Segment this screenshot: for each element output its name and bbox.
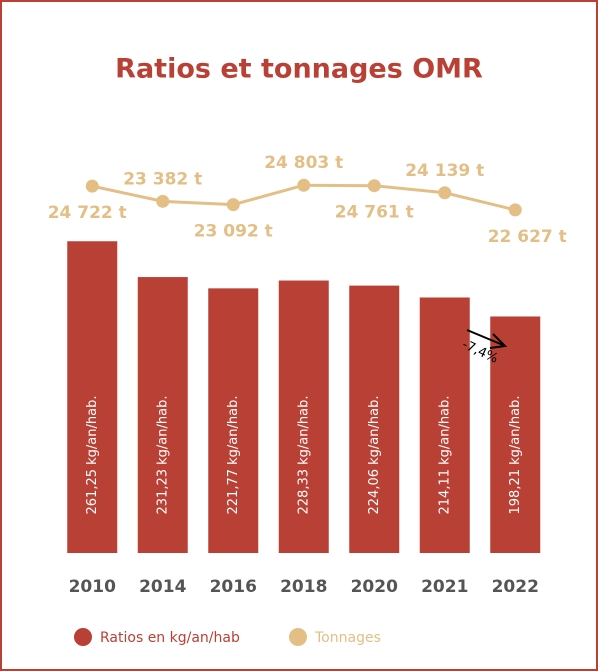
bar	[278, 280, 329, 553]
tonnage-label: 23 092 t	[194, 222, 273, 242]
chart-title: Ratios et tonnages OMR	[115, 54, 483, 85]
tonnage-label: 24 722 t	[48, 203, 127, 223]
x-tick-label: 2016	[210, 577, 257, 597]
bar-label: 198,21 kg/an/hab.	[508, 396, 523, 515]
bar	[490, 316, 541, 553]
x-tick-label: 2018	[280, 577, 327, 597]
tonnage-point	[156, 194, 170, 208]
bar-label: 261,25 kg/an/hab.	[85, 396, 100, 515]
tonnage-point	[438, 186, 452, 200]
bar-label: 224,06 kg/an/hab.	[367, 396, 382, 515]
bar	[349, 285, 400, 553]
x-tick-label: 2022	[492, 577, 539, 597]
legend-label: Ratios en kg/an/hab	[100, 630, 240, 646]
legend-label: Tonnages	[314, 630, 381, 646]
annotation-arrowhead	[489, 333, 508, 349]
annotation-arrow	[466, 329, 504, 346]
tonnage-point	[226, 198, 240, 212]
bar-label: 228,33 kg/an/hab.	[296, 396, 311, 515]
legend-swatch	[74, 628, 92, 646]
bar	[419, 297, 470, 553]
x-tick-label: 2014	[139, 577, 186, 597]
tonnage-point	[367, 179, 381, 193]
bar	[208, 288, 259, 553]
tonnage-point	[508, 203, 522, 217]
x-tick-label: 2020	[351, 577, 398, 597]
bar	[137, 277, 188, 553]
bar-label: 221,77 kg/an/hab.	[226, 396, 241, 515]
bar-label: 231,23 kg/an/hab.	[155, 396, 170, 515]
bar	[67, 241, 118, 553]
x-tick-label: 2010	[69, 577, 116, 597]
tonnage-label: 22 627 t	[488, 227, 567, 247]
tonnage-label: 24 803 t	[264, 153, 343, 173]
bar-label: 214,11 kg/an/hab.	[437, 396, 452, 515]
legend-swatch	[289, 628, 307, 646]
tonnage-label: 24 761 t	[335, 203, 414, 223]
tonnage-label: 24 139 t	[405, 161, 484, 181]
x-tick-label: 2021	[421, 577, 468, 597]
tonnage-point	[85, 179, 99, 193]
tonnage-label: 23 382 t	[123, 169, 202, 189]
tonnage-point	[297, 178, 311, 192]
